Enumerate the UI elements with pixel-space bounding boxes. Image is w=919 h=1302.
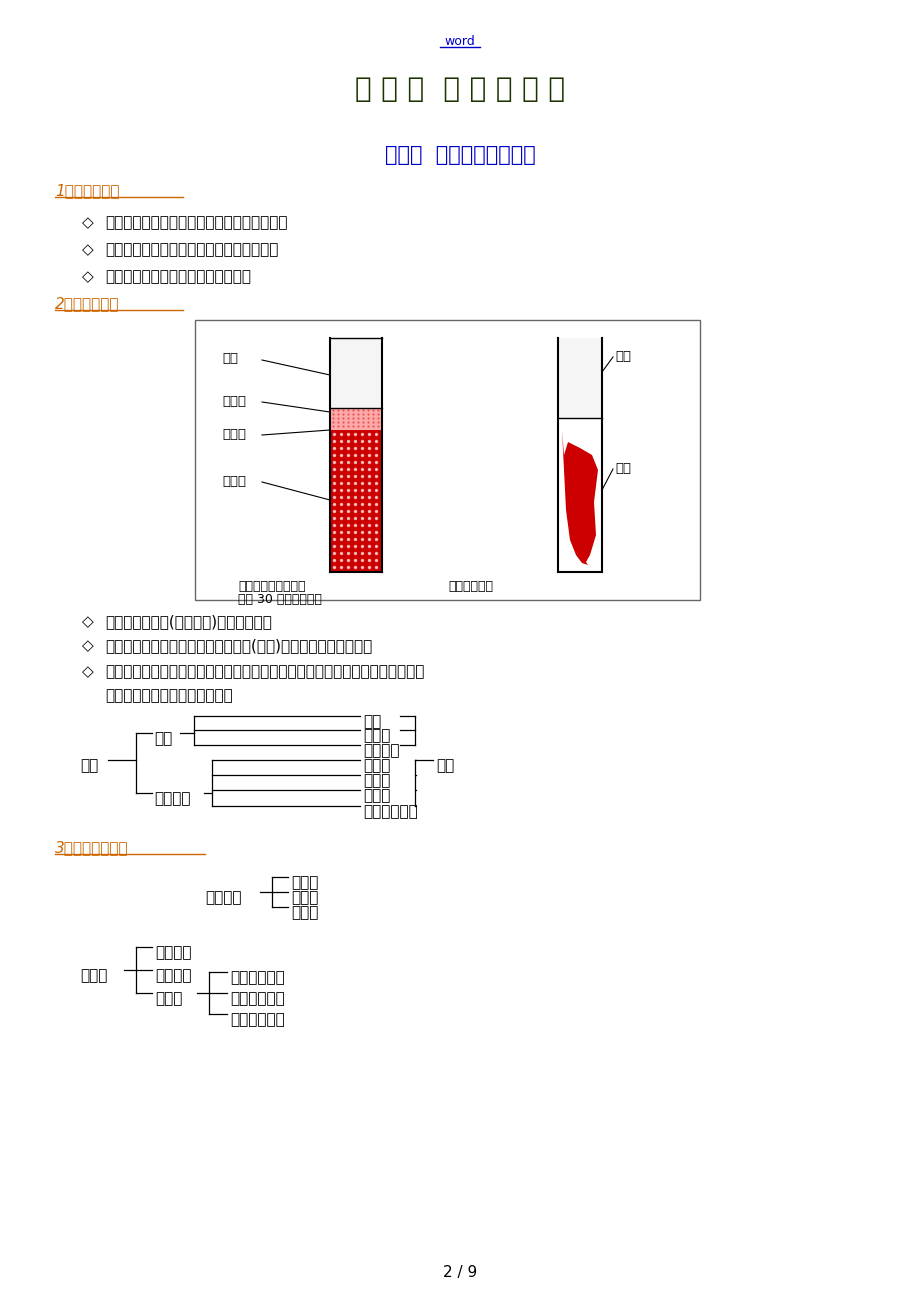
Text: 嗜中性粒细胞: 嗜中性粒细胞 xyxy=(230,970,285,986)
Polygon shape xyxy=(562,430,597,565)
Text: 2 / 9: 2 / 9 xyxy=(442,1266,477,1280)
Text: 淋巴细胞: 淋巴细胞 xyxy=(154,945,191,961)
Text: 机体各组织器官营养成分和代谢产物的载体。: 机体各组织器官营养成分和代谢产物的载体。 xyxy=(105,215,288,230)
Text: 血液: 血液 xyxy=(80,759,98,773)
Text: 嗜碱性粒细胞: 嗜碱性粒细胞 xyxy=(230,1013,285,1027)
Text: 白细胞: 白细胞 xyxy=(290,891,318,905)
Text: 血浆：血液经抗凝处理，在离心作用后获得的清液局部。除血清所含成分外，还: 血浆：血液经抗凝处理，在离心作用后获得的清液局部。除血清所含成分外，还 xyxy=(105,664,424,680)
Text: 白细胞: 白细胞 xyxy=(363,773,390,789)
Text: 蛋白质: 蛋白质 xyxy=(363,729,390,743)
Text: 第 一 章  血 液 学 基 础: 第 一 章 血 液 学 基 础 xyxy=(355,76,564,103)
Text: 红细胞: 红细胞 xyxy=(363,759,390,773)
Text: ◇: ◇ xyxy=(82,242,94,256)
Text: ◇: ◇ xyxy=(82,615,94,629)
Text: 血液自然凝固: 血液自然凝固 xyxy=(448,579,493,592)
Text: 血饼: 血饼 xyxy=(614,462,630,475)
Text: 包括蛋白质、凝固因子等成分。: 包括蛋白质、凝固因子等成分。 xyxy=(105,687,233,703)
Text: ◇: ◇ xyxy=(82,270,94,284)
Text: 血液细胞: 血液细胞 xyxy=(205,891,241,905)
Bar xyxy=(330,430,381,572)
Text: 单核细胞: 单核细胞 xyxy=(154,969,191,983)
Text: 其他有形成分: 其他有形成分 xyxy=(363,805,417,819)
Text: 血饼: 血饼 xyxy=(436,759,454,773)
Text: 凝固因子: 凝固因子 xyxy=(363,743,399,759)
Text: 2．血液的组成: 2．血液的组成 xyxy=(55,296,119,311)
Bar xyxy=(330,408,381,430)
Text: 血小板: 血小板 xyxy=(290,905,318,921)
Text: 血小板: 血小板 xyxy=(363,789,390,803)
Text: 血浆: 血浆 xyxy=(221,352,238,365)
Text: 血清: 血清 xyxy=(363,715,380,729)
Text: 1．血液的功能: 1．血液的功能 xyxy=(55,184,119,198)
Bar xyxy=(558,339,601,418)
Text: 血浆: 血浆 xyxy=(153,732,172,746)
Text: 血清：血液自然凝固，除去固体局部(血饼)后所获得的液体局部。: 血清：血液自然凝固，除去固体局部(血饼)后所获得的液体局部。 xyxy=(105,638,372,654)
Text: ◇: ◇ xyxy=(82,215,94,230)
Text: 粒细胞: 粒细胞 xyxy=(154,992,182,1006)
Text: 红细胞: 红细胞 xyxy=(290,875,318,891)
Text: 血小板: 血小板 xyxy=(221,395,245,408)
Text: 血液由有形成分(血细胞等)和血浆组成。: 血液由有形成分(血细胞等)和血浆组成。 xyxy=(105,615,272,629)
Text: 嗜酸性粒细胞: 嗜酸性粒细胞 xyxy=(230,992,285,1006)
Text: 静置 30 分钟后的情况: 静置 30 分钟后的情况 xyxy=(238,592,322,605)
Text: 参加抗凝剂，离心，: 参加抗凝剂，离心， xyxy=(238,579,305,592)
Text: word: word xyxy=(444,35,475,48)
Text: 第一节  血液的功能和组成: 第一节 血液的功能和组成 xyxy=(384,145,535,165)
Text: 白细胞: 白细胞 xyxy=(221,428,245,441)
Text: ◇: ◇ xyxy=(82,638,94,654)
Bar xyxy=(330,339,381,408)
Text: ◇: ◇ xyxy=(82,664,94,680)
Text: 白细胞: 白细胞 xyxy=(80,969,108,983)
Text: 3．血液细胞构成: 3．血液细胞构成 xyxy=(55,840,129,855)
Bar xyxy=(195,320,699,600)
Text: 有形成分: 有形成分 xyxy=(153,792,190,806)
Text: 人体所需水分、氧与排出二氧化碳的载体。: 人体所需水分、氧与排出二氧化碳的载体。 xyxy=(105,242,278,256)
Text: 血清: 血清 xyxy=(614,350,630,363)
Text: 红细胞: 红细胞 xyxy=(221,475,245,488)
Text: 参与人体免疫功能，防止疾病侵袭。: 参与人体免疫功能，防止疾病侵袭。 xyxy=(105,270,251,284)
